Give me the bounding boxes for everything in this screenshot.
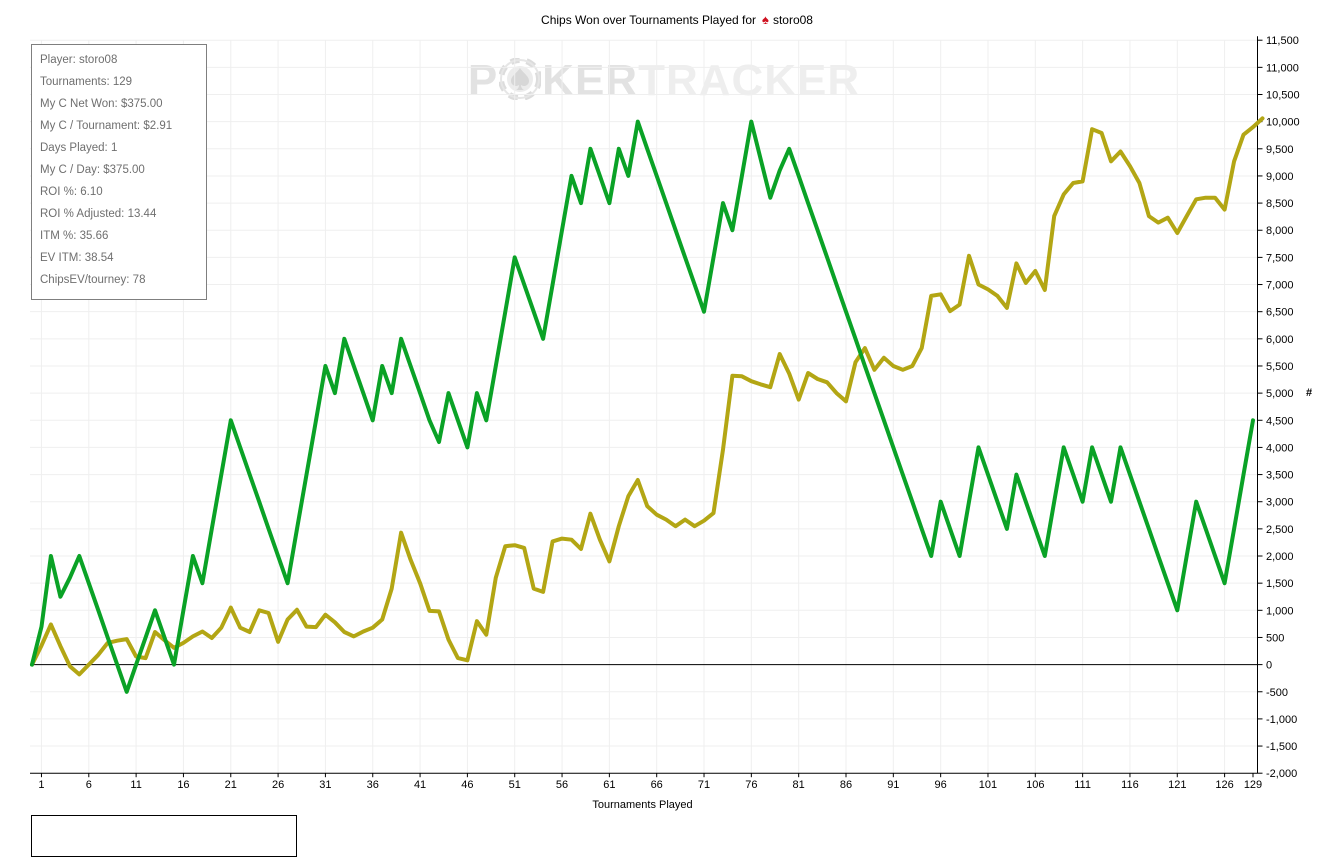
x-tick-label: 96 xyxy=(935,779,947,791)
y-tick-label: -500 xyxy=(1266,687,1288,699)
x-tick-label: 116 xyxy=(1121,779,1139,791)
x-tick-label: 61 xyxy=(603,779,615,791)
series-line-chips-won-green xyxy=(30,119,1255,694)
x-tick-label: 41 xyxy=(414,779,426,791)
x-tick-label: 106 xyxy=(1026,779,1044,791)
x-tick-label: 51 xyxy=(509,779,521,791)
chart-title-player: storo08 xyxy=(772,13,813,27)
y-tick-label: 1,500 xyxy=(1266,578,1294,590)
poker-chip-icon xyxy=(498,57,543,111)
x-tick-label: 11 xyxy=(130,779,141,791)
x-tick-label: 31 xyxy=(319,779,331,791)
y-tick-label: 10,000 xyxy=(1266,117,1300,129)
y-tick-label: 6,500 xyxy=(1266,307,1294,319)
x-tick-label: 76 xyxy=(745,779,757,791)
y-tick-label: 11,000 xyxy=(1266,62,1299,74)
watermark-text-tracker: TRACKER xyxy=(638,56,861,105)
x-tick-label: 56 xyxy=(556,779,568,791)
chart-plot-area[interactable]: -2,000 -1,500 -1,000 -500 0 500 1,000 1,500 2,00… xyxy=(0,0,1328,827)
x-tick-label: 101 xyxy=(979,779,997,791)
watermark-text-p: P xyxy=(467,56,499,105)
stat-line: EV ITM: 38.54 xyxy=(40,252,114,264)
y-tick-label: -1,500 xyxy=(1266,741,1297,753)
y-tick-label: 1,000 xyxy=(1266,605,1294,617)
stat-line: Player: storo08 xyxy=(40,54,118,66)
x-tick-label: 111 xyxy=(1074,779,1091,791)
x-tick-label: 91 xyxy=(887,779,899,791)
y-tick-label: 6,000 xyxy=(1266,334,1294,346)
x-tick-label: 121 xyxy=(1168,779,1186,791)
x-axis-title: Tournaments Played xyxy=(592,799,693,811)
legend-box-partial[interactable] xyxy=(31,815,297,857)
y-tick-label: -2,000 xyxy=(1266,768,1297,780)
y-tick-label: 4,500 xyxy=(1266,415,1294,427)
spade-icon: ♠ xyxy=(762,12,769,27)
y-tick-label: 9,000 xyxy=(1266,171,1294,183)
stat-line: My C / Tournament: $2.91 xyxy=(40,120,173,132)
x-tick-label: 81 xyxy=(793,779,805,791)
x-tick-label: 86 xyxy=(840,779,852,791)
y-tick-label: 7,000 xyxy=(1266,280,1294,292)
y-tick-label: 11,500 xyxy=(1266,35,1299,47)
stat-line: My C / Day: $375.00 xyxy=(40,164,145,176)
x-tick-label: 129 xyxy=(1244,779,1262,791)
y-tick-label: 8,000 xyxy=(1266,225,1294,237)
stat-line: Days Played: 1 xyxy=(40,142,118,154)
y-tick-label: 9,500 xyxy=(1266,144,1294,156)
x-tick-label: 126 xyxy=(1215,779,1233,791)
x-tick-label: 26 xyxy=(272,779,284,791)
y-tick-label: 2,500 xyxy=(1266,524,1294,536)
chart-title: Chips Won over Tournaments Played for ♠ st… xyxy=(0,12,1328,27)
stat-line: My C Net Won: $375.00 xyxy=(40,98,163,110)
x-tick-label: 71 xyxy=(698,779,710,791)
stat-line: Tournaments: 129 xyxy=(40,76,133,88)
x-tick-label: 21 xyxy=(225,779,237,791)
y-tick-label: 3,500 xyxy=(1266,470,1294,482)
x-tick-label: 46 xyxy=(461,779,473,791)
y-tick-label: 8,500 xyxy=(1266,198,1294,210)
y-tick-label: 5,000 xyxy=(1266,388,1294,400)
y-tick-label: 3,000 xyxy=(1266,497,1294,509)
stat-line: ROI %: 6.10 xyxy=(40,186,103,198)
x-tick-label: 6 xyxy=(86,779,92,791)
chart-title-text: Chips Won over Tournaments Played for xyxy=(541,13,757,27)
x-tick-label: 66 xyxy=(651,779,663,791)
y-tick-label: 500 xyxy=(1266,632,1284,644)
y-tick-label: 0 xyxy=(1266,660,1272,672)
stats-box[interactable]: Player: storo08 Tournaments: 129 My C Net … xyxy=(31,44,207,300)
watermark-text-ker: KER xyxy=(542,56,639,105)
y-tick-label: -1,000 xyxy=(1266,714,1297,726)
stat-line: ITM %: 35.66 xyxy=(40,230,109,242)
stat-line: ROI % Adjusted: 13.44 xyxy=(40,208,157,220)
y-tick-label: 4,000 xyxy=(1266,442,1294,454)
y-tick-label: 10,500 xyxy=(1266,89,1300,101)
x-tick-label: 36 xyxy=(367,779,379,791)
pokertracker-watermark: P KERTRACKER xyxy=(0,56,1328,111)
y-tick-label: 2,000 xyxy=(1266,551,1294,563)
y-tick-label: 7,500 xyxy=(1266,252,1294,264)
series-line-chips-ev-dark-yellow xyxy=(30,116,1265,677)
x-tick-label: 1 xyxy=(38,779,44,791)
x-tick-label: 16 xyxy=(177,779,189,791)
stat-line: ChipsEV/tourney: 78 xyxy=(40,274,146,286)
y-axis-title: # xyxy=(1306,387,1313,399)
y-tick-label: 5,500 xyxy=(1266,361,1294,373)
